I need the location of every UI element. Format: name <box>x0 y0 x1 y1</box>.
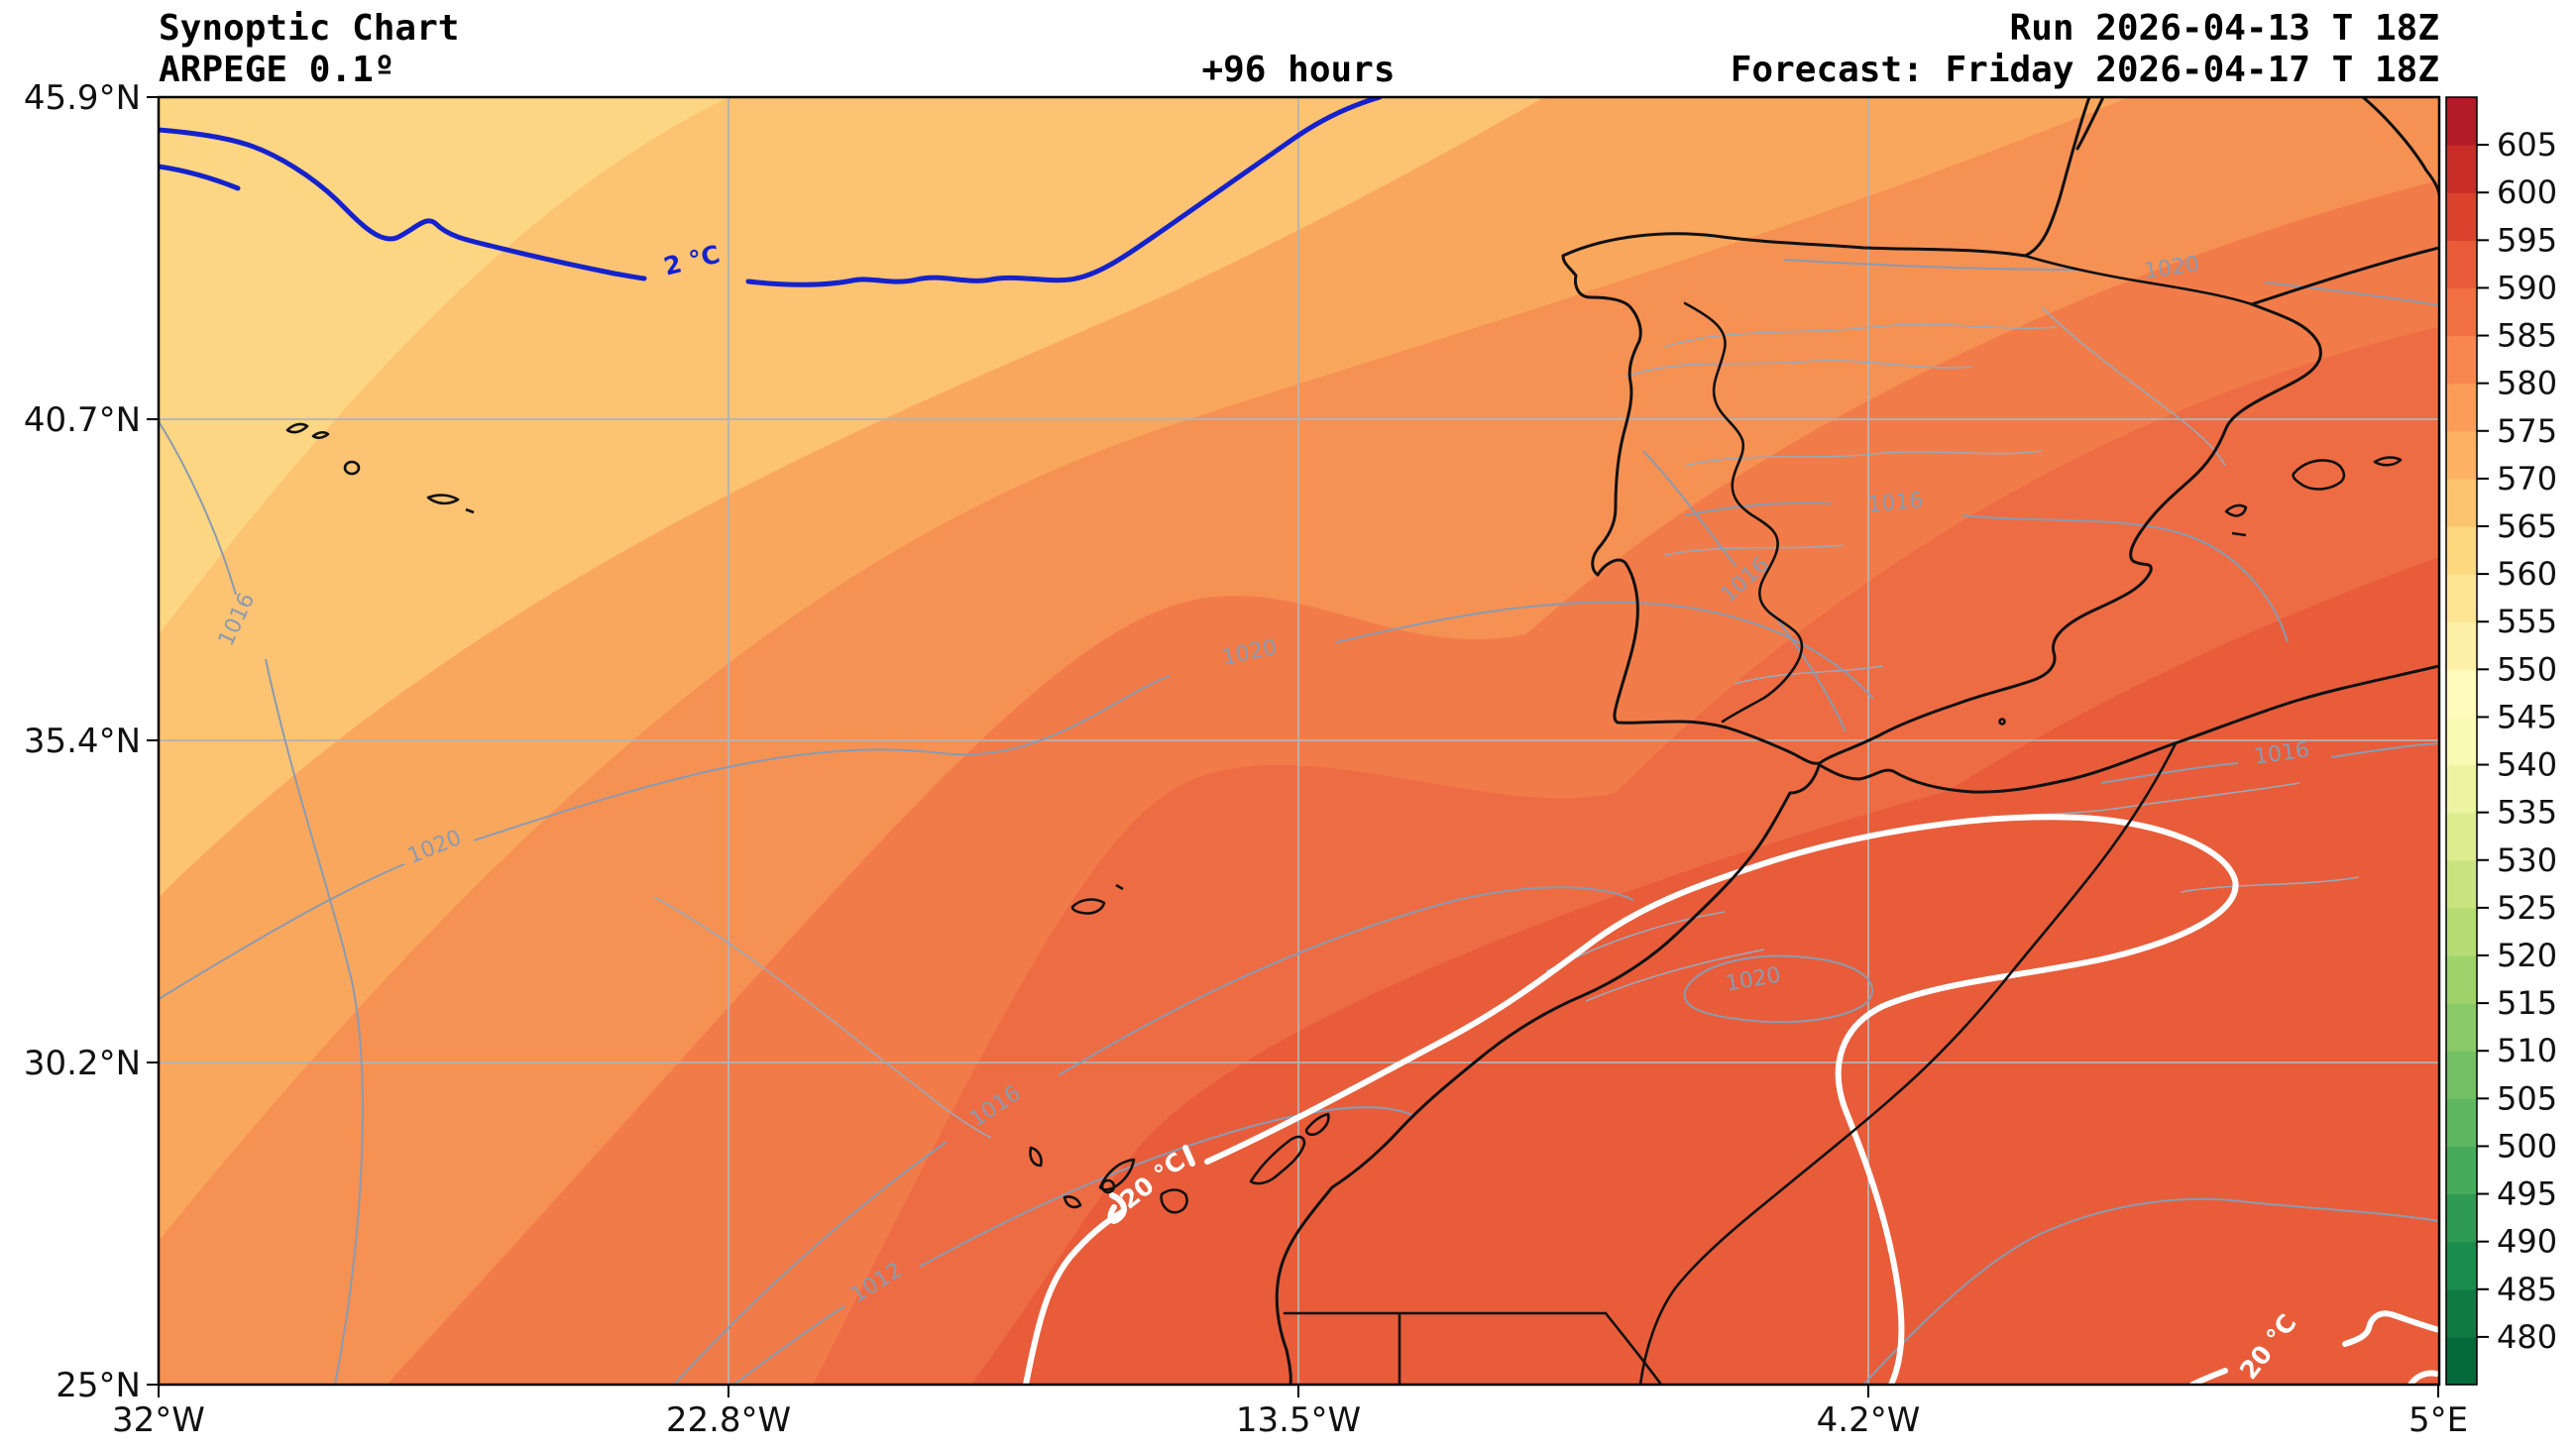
colorbar-tick-label: 510 <box>2497 1032 2557 1069</box>
colorbar-segment <box>2446 669 2477 719</box>
coast-iberia-north <box>1561 232 2027 258</box>
lead-time-label: +96 hours <box>1201 50 1396 90</box>
x-tick-label: 4.2°W <box>1817 1400 1921 1440</box>
colorbar-segment <box>2446 1098 2477 1148</box>
colorbar-tick-label: 500 <box>2497 1127 2557 1165</box>
colorbar-segment <box>2446 621 2477 670</box>
border-morocco-algeria <box>1638 741 2178 1385</box>
x-tick-label: 13.5°W <box>1236 1400 1361 1440</box>
coast-france-med <box>2250 246 2439 306</box>
colorbar-tick-label: 505 <box>2497 1079 2557 1117</box>
colorbar-tick-label: 550 <box>2497 650 2557 688</box>
colorbar-segment <box>2446 430 2477 480</box>
colorbar-tick-label: 555 <box>2497 603 2557 640</box>
colorbar-tick-label: 575 <box>2497 412 2557 450</box>
forecast-label: Forecast: Friday 2026-04-17 T 18Z <box>1730 50 2439 90</box>
colorbar-segment <box>2446 1288 2477 1338</box>
colorbar-tick-label: 540 <box>2497 746 2557 784</box>
terrain-lines <box>653 306 2360 1139</box>
coast-africa-west <box>1275 761 1822 1385</box>
colorbar-segment <box>2446 192 2477 241</box>
y-axis: 45.9°N 40.7°N 35.4°N 30.2°N 25°N <box>24 78 159 1405</box>
colorbar-tick-label: 595 <box>2497 221 2557 259</box>
colorbar-tick-label: 585 <box>2497 317 2557 355</box>
colorbar-segment <box>2446 335 2477 385</box>
y-tick-label: 45.9°N <box>24 78 141 118</box>
colorbar-segment <box>2446 1003 2477 1052</box>
colorbar-segment <box>2446 812 2477 861</box>
colorbar-segment <box>2446 526 2477 575</box>
colorbar-segment <box>2446 907 2477 956</box>
colorbar-tick-label: 605 <box>2497 126 2557 164</box>
coast-africa-med <box>1818 664 2439 794</box>
colorbar-tick-label: 485 <box>2497 1271 2557 1308</box>
colorbar-tick-label: 495 <box>2497 1175 2557 1213</box>
colorbar-tick-label: 600 <box>2497 173 2557 211</box>
colorbar-tick-label: 520 <box>2497 937 2557 974</box>
y-tick-label: 35.4°N <box>24 722 141 761</box>
coast-iberia-med <box>1818 302 2322 765</box>
x-tick-label: 22.8°W <box>666 1400 791 1440</box>
y-tick-label: 30.2°N <box>24 1044 141 1083</box>
madeira-island <box>1070 883 1124 915</box>
coast-portugal <box>1561 254 1822 765</box>
islands <box>285 422 2403 1214</box>
y-tick-label: 25°N <box>56 1366 141 1405</box>
colorbar-segment <box>2446 859 2477 909</box>
colorbar-segment <box>2446 145 2477 193</box>
colorbar: 480 485 490 495 500 505 510 515 520 525 530 535 540 5… <box>2445 96 2557 1386</box>
colorbar-segment <box>2446 478 2477 527</box>
coastlines <box>1275 97 2439 1385</box>
colorbar-tick-label: 535 <box>2497 794 2557 832</box>
colorbar-segment <box>2446 717 2477 766</box>
colorbar-tick-label: 515 <box>2497 984 2557 1022</box>
canary-islands <box>1029 1112 1330 1214</box>
colorbar-segment <box>2446 1336 2477 1386</box>
colorbar-tick-label: 490 <box>2497 1223 2557 1261</box>
colorbar-tick-label: 565 <box>2497 507 2557 545</box>
coast-gironde <box>2075 97 2105 151</box>
colorbar-segment <box>2446 97 2477 146</box>
colorbar-segment <box>2446 955 2477 1004</box>
coast-rhone <box>2361 97 2439 196</box>
colorbar-segment <box>2446 764 2477 814</box>
x-axis: 32°W 22.8°W 13.5°W 4.2°W 5°E <box>112 1385 2468 1440</box>
colorbar-tick-label: 525 <box>2497 889 2557 927</box>
x-tick-label: 5°E <box>2408 1400 2468 1440</box>
colorbar-tick-label: 480 <box>2497 1318 2557 1356</box>
x-tick-label: 32°W <box>112 1400 205 1440</box>
coast-france-west <box>2023 97 2091 258</box>
contour-label-gray: 1016 <box>1866 489 1924 518</box>
isotherm-2c-line <box>159 97 1383 287</box>
page-title: Synoptic Chart <box>159 8 460 49</box>
balearic-islands <box>2224 456 2403 537</box>
y-tick-label: 40.7°N <box>24 400 141 440</box>
alboran-island <box>1998 718 2006 726</box>
isobar-lines <box>159 259 2439 1385</box>
colorbar-tick-label: 590 <box>2497 269 2557 306</box>
border-portugal-spain <box>1683 301 1804 724</box>
colorbar-segment <box>2446 1051 2477 1099</box>
colorbar-segment <box>2446 574 2477 622</box>
colorbar-frame <box>2445 96 2478 1386</box>
colorbar-segment <box>2446 383 2477 432</box>
colorbar-tick-label: 530 <box>2497 841 2557 879</box>
border-pyrenees <box>2023 254 2254 306</box>
colorbar-tick-label: 570 <box>2497 460 2557 498</box>
colorbar-segment <box>2446 1193 2477 1243</box>
colorbar-segment <box>2446 1146 2477 1195</box>
colorbar-segment <box>2446 1241 2477 1290</box>
border-western-sahara <box>1283 1311 1663 1385</box>
azores-islands <box>285 422 475 514</box>
colorbar-tick-label: 545 <box>2497 698 2557 735</box>
colorbar-tick-label: 580 <box>2497 365 2557 402</box>
run-label: Run 2026-04-13 T 18Z <box>2009 8 2439 49</box>
colorbar-tick-label: 560 <box>2497 555 2557 593</box>
model-label: ARPEGE 0.1º <box>159 50 395 90</box>
colorbar-segment <box>2446 240 2477 289</box>
colorbar-segment <box>2446 287 2477 337</box>
